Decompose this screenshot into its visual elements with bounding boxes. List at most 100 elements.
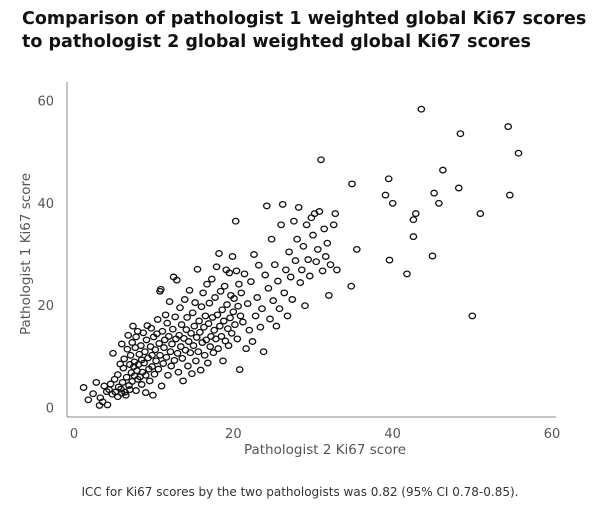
data-point: [171, 313, 180, 321]
data-point: [290, 217, 298, 225]
data-point: [381, 191, 390, 199]
data-point: [315, 208, 324, 215]
data-point: [514, 149, 523, 157]
data-point: [428, 252, 437, 260]
data-point: [347, 282, 356, 290]
data-point: [151, 346, 160, 354]
data-point: [126, 351, 135, 359]
data-point: [191, 299, 199, 307]
data-point: [239, 318, 247, 326]
data-point: [225, 269, 234, 277]
data-point: [200, 323, 208, 331]
data-points: [79, 105, 523, 409]
data-point: [409, 233, 418, 241]
data-point: [203, 280, 211, 288]
data-point: [233, 335, 242, 343]
data-point: [172, 276, 181, 284]
data-point: [272, 322, 281, 330]
axis-ticks: 0 20 40 60 0 20 40 60: [37, 95, 560, 443]
data-point: [468, 312, 477, 320]
data-point: [160, 336, 169, 344]
data-point: [278, 200, 287, 208]
data-point: [141, 348, 149, 356]
data-point: [232, 267, 241, 275]
data-point: [282, 266, 290, 274]
data-point: [109, 349, 117, 357]
data-point: [182, 326, 191, 334]
data-point: [214, 345, 223, 353]
data-point: [132, 387, 140, 395]
data-point: [137, 381, 146, 388]
chart-title-line-2: to pathologist 2 global weighted global …: [22, 32, 531, 52]
data-point: [223, 301, 231, 309]
data-point: [224, 342, 233, 350]
data-point: [251, 312, 260, 320]
data-point: [174, 368, 183, 376]
data-point: [313, 245, 322, 253]
data-point: [207, 275, 216, 283]
x-tick-label: 40: [384, 427, 401, 442]
data-point: [141, 371, 150, 379]
data-point: [216, 287, 225, 295]
data-point: [123, 345, 132, 353]
data-point: [196, 328, 204, 336]
data-point: [150, 370, 159, 378]
data-point: [148, 363, 156, 371]
data-point: [323, 239, 332, 247]
data-point: [231, 217, 240, 225]
data-point: [329, 221, 338, 229]
chart-caption: ICC for Ki67 scores by the two pathologi…: [81, 485, 519, 499]
data-point: [158, 327, 167, 335]
data-point: [202, 336, 211, 344]
data-point: [211, 294, 219, 301]
data-point: [245, 326, 254, 334]
data-point: [106, 380, 115, 388]
y-tick-label: 20: [37, 299, 54, 314]
y-tick-label: 0: [46, 402, 54, 417]
data-point: [247, 278, 255, 286]
data-point: [161, 311, 170, 319]
data-point: [285, 248, 293, 256]
x-tick-label: 20: [225, 427, 242, 442]
data-point: [192, 333, 201, 341]
x-tick-label: 60: [544, 427, 561, 442]
data-point: [148, 351, 156, 359]
chart-title: Comparison of pathologist 1 weighted glo…: [22, 8, 592, 54]
data-point: [145, 377, 154, 385]
data-point: [79, 384, 88, 391]
data-point: [139, 329, 148, 337]
data-point: [173, 349, 182, 357]
data-point: [178, 354, 187, 362]
data-point: [204, 320, 213, 328]
data-point: [430, 189, 438, 197]
data-point: [157, 382, 166, 390]
data-point: [254, 261, 263, 269]
data-point: [333, 266, 341, 274]
data-point: [288, 296, 297, 303]
data-point: [217, 332, 226, 340]
data-point: [205, 299, 214, 307]
data-point: [261, 271, 270, 279]
data-point: [203, 359, 212, 367]
data-point: [264, 284, 273, 292]
data-point: [258, 305, 266, 313]
data-point: [305, 272, 314, 280]
data-point: [476, 210, 485, 218]
data-point: [156, 285, 165, 293]
data-point: [253, 294, 262, 301]
y-tick-label: 60: [37, 95, 54, 110]
data-point: [234, 302, 242, 310]
data-point: [117, 340, 126, 348]
data-point: [176, 343, 185, 351]
data-point: [266, 315, 274, 323]
data-point: [301, 302, 309, 310]
data-point: [152, 357, 160, 365]
data-point: [155, 340, 164, 347]
data-point: [113, 371, 122, 379]
data-point: [259, 348, 268, 356]
data-point: [120, 355, 129, 363]
data-point: [147, 324, 156, 332]
data-point: [275, 305, 284, 313]
data-point: [121, 391, 130, 399]
data-point: [294, 203, 303, 211]
